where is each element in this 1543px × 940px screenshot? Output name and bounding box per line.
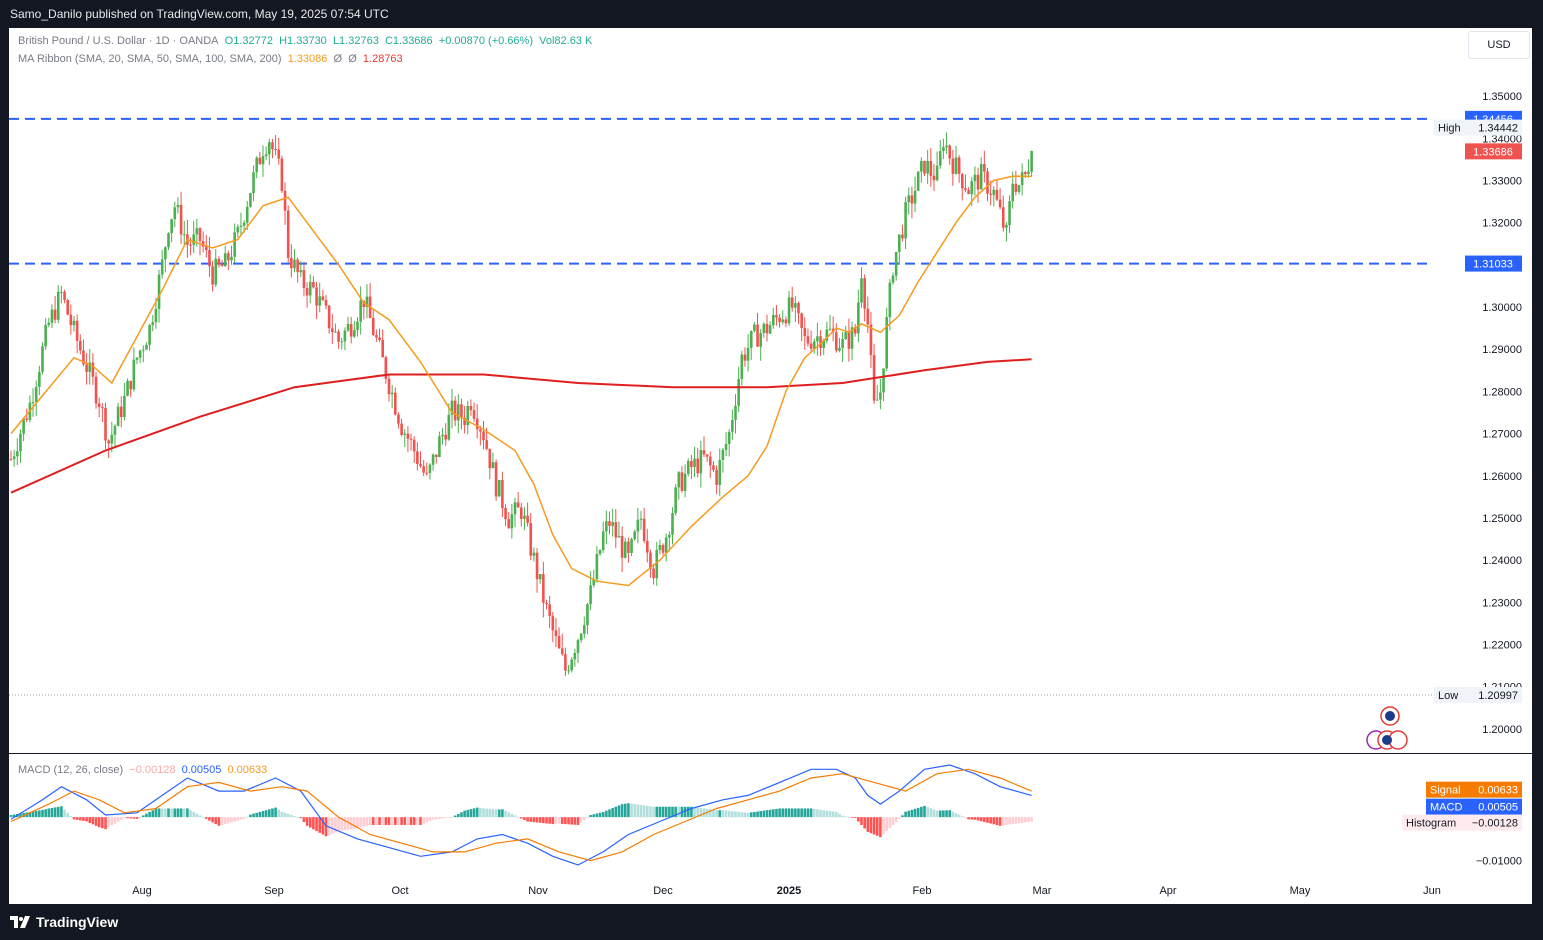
macd-indicator-label[interactable]: MACD (12, 26, close) — [18, 764, 124, 776]
ma-legend: MA Ribbon (SMA, 20, SMA, 50, SMA, 100, S… — [18, 53, 403, 65]
close-value: C1.33686 — [384, 35, 433, 47]
macd-legend: MACD (12, 26, close) −0.00128 0.00505 0.… — [18, 764, 267, 776]
sma20-value: 1.33086 — [287, 53, 328, 65]
brand-name: TradingView — [36, 914, 119, 930]
high-value: H1.33730 — [279, 35, 327, 47]
change-value: +0.00870 (+0.66%) — [438, 35, 533, 47]
main-legend: British Pound / U.S. Dollar · 1D · OANDA… — [18, 35, 592, 47]
low-value: L1.32763 — [332, 35, 379, 47]
footer-bar: TradingView — [0, 904, 1543, 940]
sma100-value: Ø — [348, 53, 357, 65]
symbol-label[interactable]: British Pound / U.S. Dollar · 1D · OANDA — [18, 35, 219, 47]
macd-line-value: 0.00505 — [181, 764, 222, 776]
publish-info: Samo_Danilo published on TradingView.com… — [10, 7, 389, 21]
tradingview-logo-icon — [10, 916, 30, 928]
volume-value: Vol82.63 K — [539, 35, 593, 47]
publish-bar: Samo_Danilo published on TradingView.com… — [0, 0, 1543, 28]
macd-signal-value: 0.00633 — [227, 764, 268, 776]
ma-ribbon-label[interactable]: MA Ribbon (SMA, 20, SMA, 50, SMA, 100, S… — [18, 53, 282, 65]
tradingview-logo[interactable]: TradingView — [10, 914, 118, 930]
macd-hist-value: −0.00128 — [129, 764, 176, 776]
currency-button[interactable]: USD — [1468, 31, 1530, 59]
sma200-value: 1.28763 — [362, 53, 403, 65]
sma50-value: Ø — [333, 53, 343, 65]
open-value: O1.32772 — [224, 35, 273, 47]
